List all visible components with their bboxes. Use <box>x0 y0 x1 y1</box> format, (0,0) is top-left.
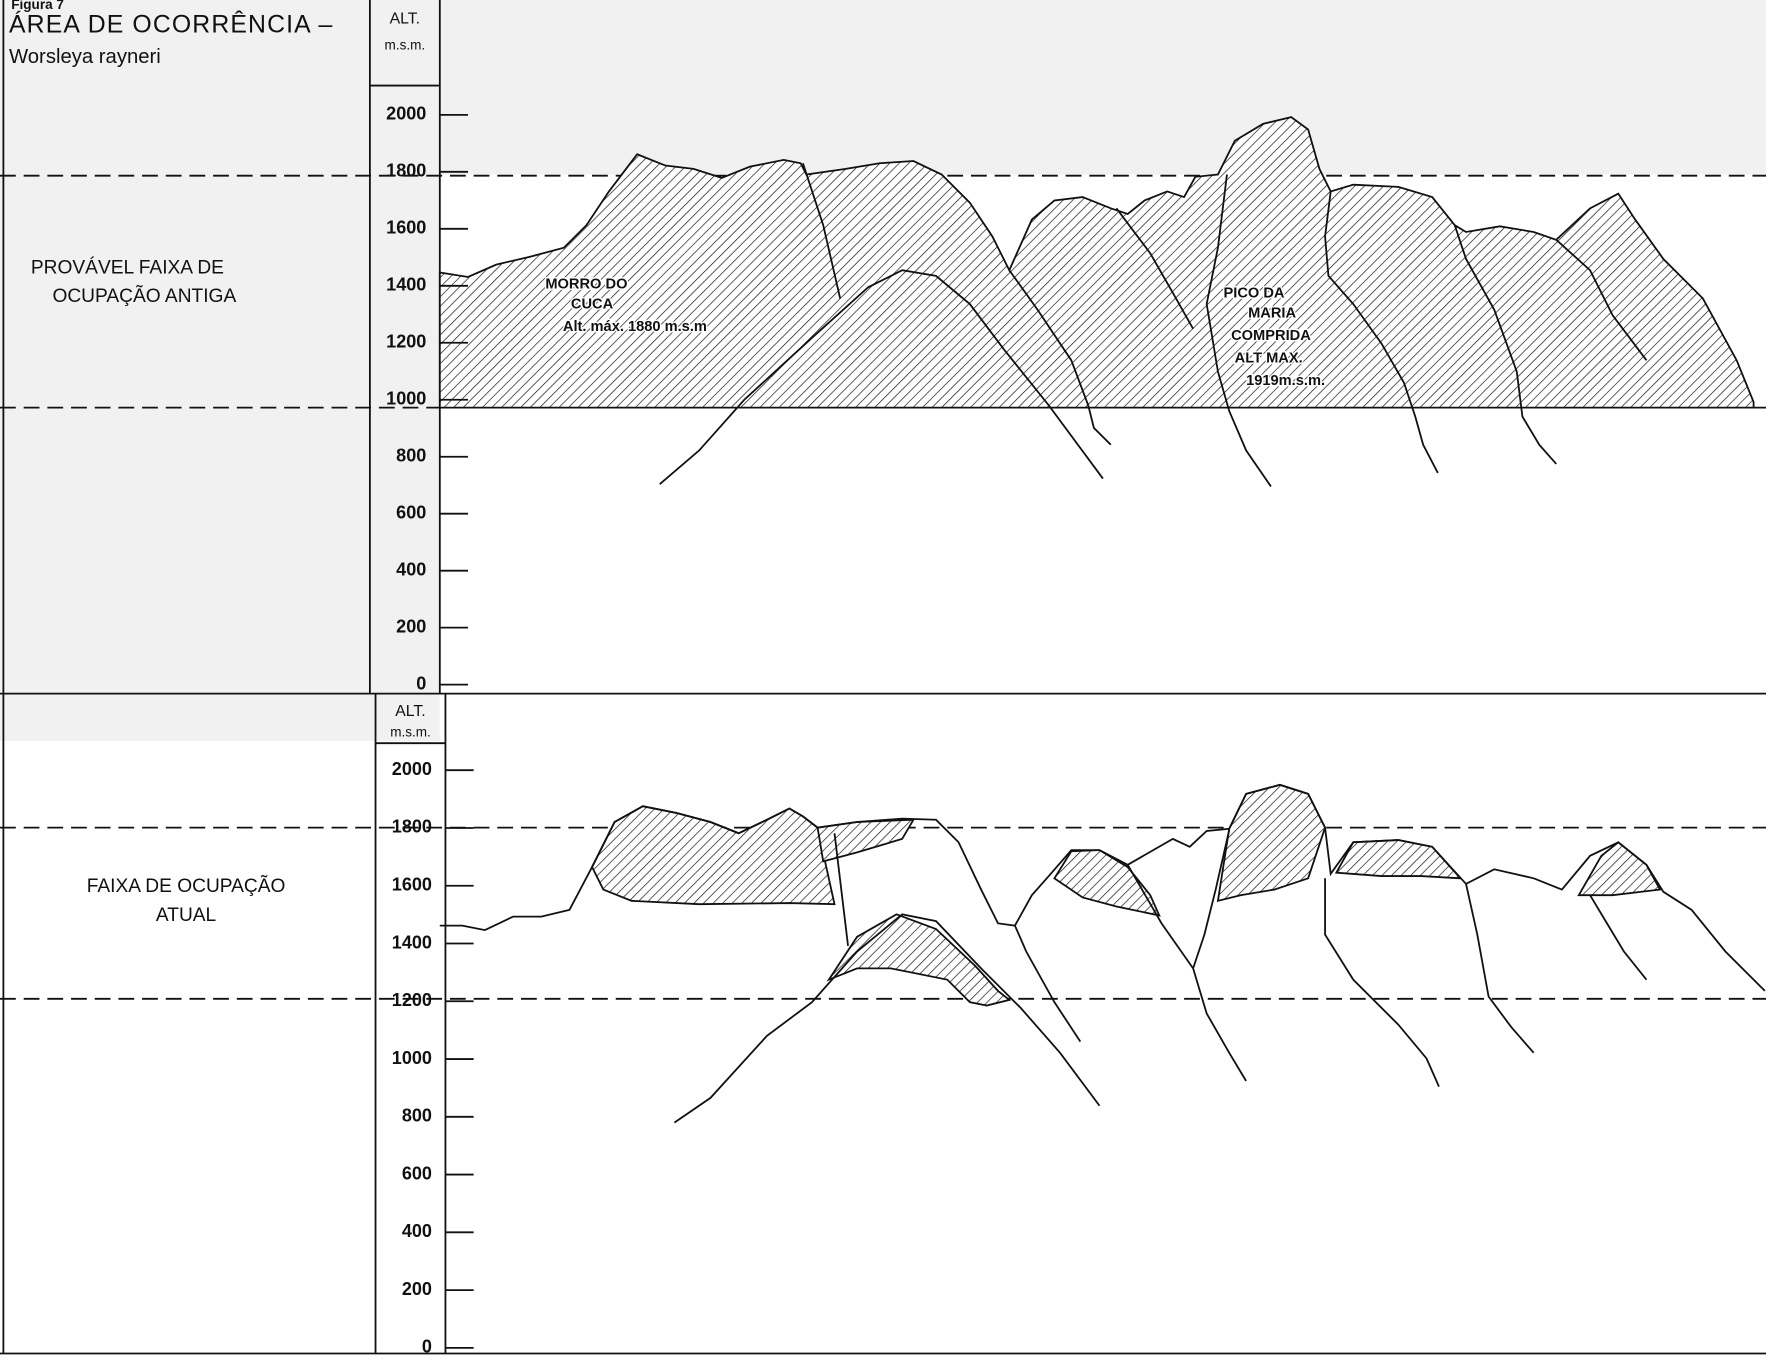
peak-label: MORRO DO <box>545 276 627 292</box>
species: Worsleya rayneri <box>9 46 161 68</box>
axis-unit: m.s.m. <box>390 724 431 739</box>
tick-label: 800 <box>402 1106 432 1126</box>
band-label: PROVÁVEL FAIXA DE <box>31 258 224 279</box>
peak-label: MARIA <box>1248 306 1296 322</box>
peak-label: Alt. máx. 1880 m.s.m <box>563 319 707 335</box>
tick-label: 2000 <box>392 759 432 779</box>
tick-label: 0 <box>416 673 426 693</box>
tick-label: 800 <box>396 445 426 465</box>
tick-label: 1000 <box>392 1048 432 1068</box>
peak-label: COMPRIDA <box>1231 328 1311 344</box>
page: {"header": {"figure": "Figura 7", "title… <box>0 0 1766 1358</box>
shaded-sky <box>440 0 1766 175</box>
axis-unit: m.s.m. <box>385 38 426 53</box>
tick-label: 1200 <box>392 990 432 1010</box>
tick-label: 1600 <box>392 875 432 895</box>
shaded-column <box>0 0 440 741</box>
tick-label: 1800 <box>386 161 426 181</box>
peak-label: CUCA <box>571 297 614 313</box>
tick-label: 0 <box>422 1337 432 1357</box>
tick-label: 400 <box>402 1221 432 1241</box>
axis-label: ALT. <box>395 703 425 720</box>
tick-label: 1000 <box>386 389 426 409</box>
band-label: FAIXA DE OCUPAÇÃO <box>87 875 286 897</box>
tick-label: 1400 <box>386 275 426 295</box>
band-label: ATUAL <box>156 905 217 926</box>
tick-label: 400 <box>396 559 426 579</box>
occupied-zones <box>592 785 1660 1006</box>
figure-number: Figura 7 <box>11 0 64 12</box>
figure-title: ÁREA DE OCORRÊNCIA – <box>9 12 333 39</box>
tick-label: 1600 <box>386 218 426 238</box>
tick-label: 1800 <box>392 817 432 837</box>
tick-label: 2000 <box>386 104 426 124</box>
tick-label: 200 <box>402 1279 432 1299</box>
tick-label: 200 <box>396 616 426 636</box>
peak-label: PICO DA <box>1224 285 1285 301</box>
axis-label: ALT. <box>390 11 420 28</box>
tick-label: 600 <box>396 502 426 522</box>
figure: Figura 7 ÁREA DE OCORRÊNCIA – Worsleya r… <box>0 0 1766 1358</box>
peak-label: 1919m.s.m. <box>1246 373 1325 389</box>
peak-label: ALT MAX. <box>1235 351 1303 367</box>
band-label: OCUPAÇÃO ANTIGA <box>52 285 236 307</box>
tick-label: 1200 <box>386 332 426 352</box>
tick-label: 600 <box>402 1163 432 1183</box>
tick-label: 1400 <box>392 932 432 952</box>
